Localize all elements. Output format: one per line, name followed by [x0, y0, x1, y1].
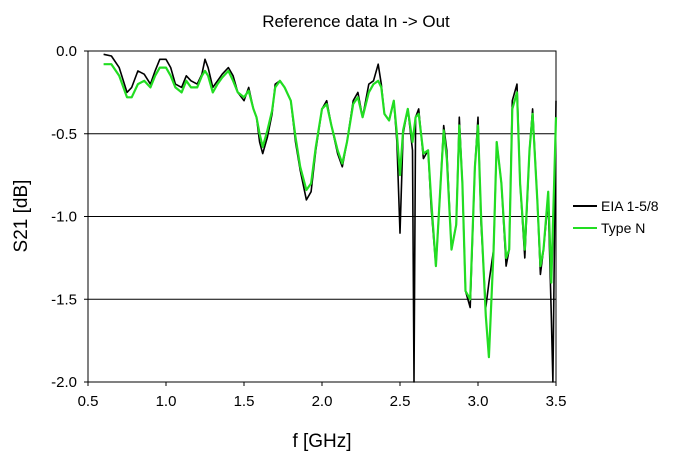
legend-label: EIA 1-5/8 [601, 198, 659, 214]
x-axis-ticks: 0.5 1.0 1.5 2.0 2.5 3.0 3.5 [78, 382, 567, 410]
y-tick-label: -1.0 [51, 209, 77, 226]
y-tick-label: -0.5 [51, 126, 77, 143]
chart-title: Reference data In -> Out [262, 12, 450, 31]
x-tick-label: 0.5 [78, 393, 99, 410]
y-axis-label: S21 [dB] [11, 180, 32, 253]
x-tick-label: 2.5 [390, 393, 411, 410]
x-tick-label: 3.5 [546, 393, 567, 410]
series-lines [103, 53, 558, 383]
series-line-type-n [103, 63, 558, 359]
y-tick-label: -1.5 [51, 291, 77, 308]
legend: EIA 1-5/8 Type N [568, 188, 672, 242]
legend-box [568, 188, 672, 242]
y-tick-label: 0.0 [56, 43, 77, 60]
x-tick-label: 3.0 [468, 393, 489, 410]
y-axis-ticks: 0.0 -0.5 -1.0 -1.5 -2.0 [51, 43, 88, 391]
x-tick-label: 2.0 [312, 393, 333, 410]
x-axis-label: f [GHz] [292, 431, 351, 452]
y-tick-label: -2.0 [51, 374, 77, 391]
grid-lines [88, 133, 556, 300]
legend-label: Type N [601, 220, 645, 236]
x-tick-label: 1.5 [234, 393, 255, 410]
x-tick-label: 1.0 [156, 393, 177, 410]
